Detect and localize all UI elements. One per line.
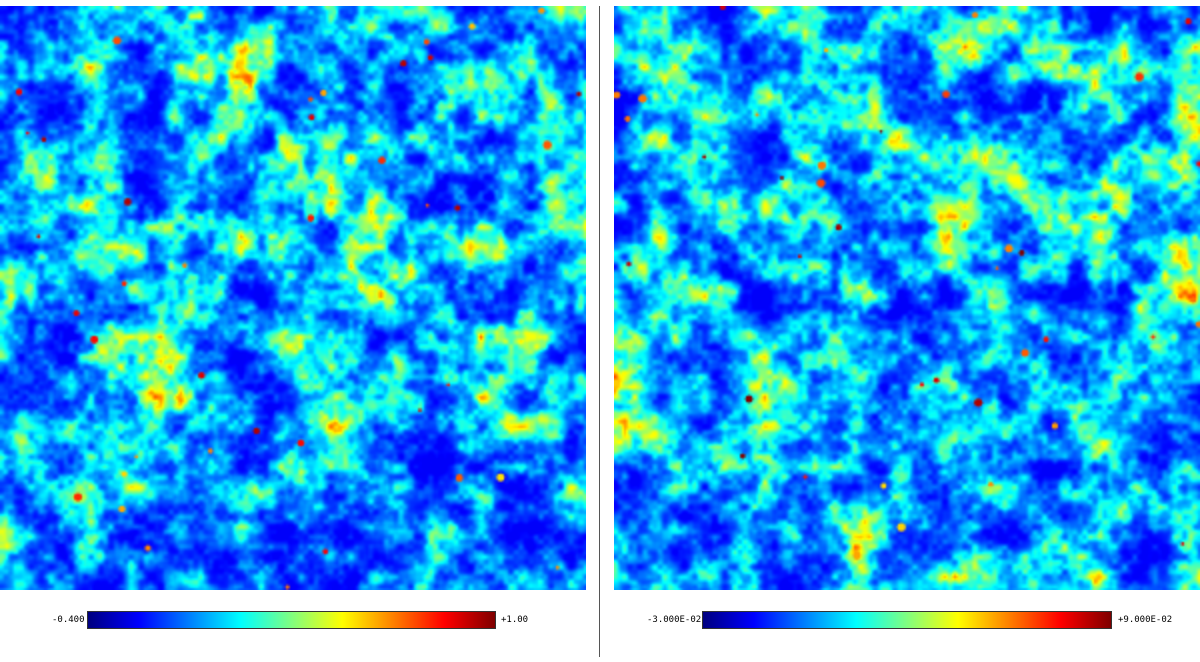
panel-divider: [599, 6, 600, 657]
left-colorbar-max-label: +1.00: [501, 615, 529, 625]
left-density-map: [0, 6, 586, 590]
right-map-canvas: [614, 6, 1200, 590]
right-density-map: [614, 6, 1200, 590]
right-colorbar-max-label: +9.000E-02: [1118, 615, 1173, 625]
left-colorbar-min-label: -0.400: [52, 615, 85, 625]
left-colorbar: [87, 611, 496, 629]
left-map-canvas: [0, 6, 586, 590]
right-colorbar-min-label: -3.000E-02: [647, 615, 702, 625]
right-colorbar: [702, 611, 1112, 629]
